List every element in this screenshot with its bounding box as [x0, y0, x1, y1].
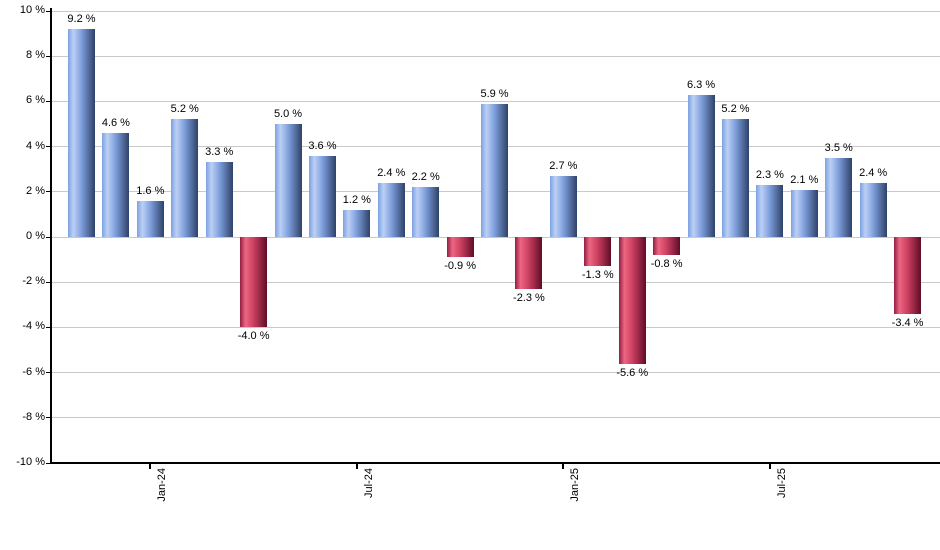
y-axis-tick-mark [46, 236, 51, 238]
x-axis-tick-mark [355, 464, 358, 469]
y-axis-tick-label: -6 % [22, 365, 45, 378]
y-axis-tick-label: 2 % [26, 184, 45, 197]
bar-negative [240, 237, 268, 328]
y-axis-tick-label: 4 % [26, 139, 45, 152]
bar-positive [68, 29, 95, 237]
x-axis-tick-mark [768, 464, 771, 469]
bar-value-label: 2.2 % [411, 171, 440, 184]
gridline [52, 55, 940, 57]
y-axis-tick-mark [46, 326, 51, 328]
y-axis-tick-mark [46, 372, 51, 374]
bar-negative [446, 237, 474, 258]
x-axis-tick-label: Jan-24 [156, 468, 169, 502]
bar-value-label: 6.3 % [686, 78, 716, 91]
gridline [52, 326, 940, 328]
bar-value-label: 1.6 % [136, 184, 165, 197]
bar-negative [515, 237, 543, 289]
gridline [52, 281, 940, 283]
y-axis-tick-label: 0 % [26, 230, 45, 242]
y-axis-tick-label: 10 % [19, 4, 45, 16]
gridline [52, 10, 940, 12]
bar-value-label: -1.3 % [581, 269, 614, 282]
bar-positive [481, 103, 509, 237]
y-axis-tick-mark [46, 281, 51, 283]
gridline [52, 372, 940, 374]
bar-negative [653, 237, 681, 256]
y-axis-tick-label: -4 % [22, 320, 45, 333]
bar-positive [412, 187, 440, 237]
bar-positive [205, 162, 233, 237]
gridline [52, 236, 940, 238]
bar-value-label: 2.4 % [859, 166, 888, 179]
bar-positive [274, 124, 302, 237]
bar-value-label: -2.3 % [513, 291, 545, 304]
bar-negative [894, 237, 922, 314]
bar-positive [859, 182, 887, 237]
bar-value-label: -0.8 % [650, 258, 683, 271]
bar-positive [549, 175, 577, 237]
bar-value-label: 3.3 % [205, 146, 234, 159]
bar-negative [584, 237, 612, 267]
bar-value-label: -0.9 % [444, 260, 476, 273]
bar-value-label: 2.1 % [790, 173, 819, 186]
bar-positive [343, 209, 371, 237]
bar-value-label: 3.6 % [308, 139, 337, 152]
bar-positive [790, 189, 818, 237]
bar-value-label: 2.4 % [377, 166, 406, 179]
bar-positive [721, 119, 749, 237]
bar-value-label: 4.6 % [101, 117, 130, 130]
y-axis-tick-label: -2 % [22, 275, 45, 288]
y-axis-tick-mark [46, 191, 51, 193]
bar-value-label: -5.6 % [616, 366, 649, 379]
bar-value-label: -4.0 % [237, 330, 270, 343]
bar-value-label: 5.2 % [170, 103, 199, 116]
x-axis-tick-label: Jul-24 [362, 468, 375, 498]
gridline [52, 100, 940, 102]
bar-positive [308, 155, 336, 237]
bar-positive [687, 94, 715, 237]
y-axis-tick-label: 8 % [26, 49, 45, 62]
bar-positive [825, 157, 853, 237]
bar-positive [136, 200, 164, 237]
bar-value-label: 2.3 % [755, 169, 784, 182]
gridline [52, 417, 940, 419]
x-axis-tick-label: Jul-25 [775, 468, 788, 498]
bar-value-label: 9.2 % [67, 13, 96, 26]
bar-value-label: 5.2 % [721, 103, 750, 116]
y-axis-tick-label: 6 % [26, 94, 45, 107]
y-axis-tick-label: -10 % [16, 456, 45, 468]
bar-positive [171, 119, 199, 237]
bar-positive [756, 185, 784, 237]
y-axis-tick-mark [46, 10, 51, 12]
y-axis-tick-label: -8 % [22, 410, 45, 423]
bar-value-label: 3.5 % [824, 141, 853, 154]
bar-value-label: 5.9 % [480, 87, 509, 100]
bar-positive [102, 133, 130, 237]
y-axis-line [50, 8, 52, 464]
y-axis-tick-mark [46, 55, 51, 57]
x-axis-line [50, 462, 940, 464]
x-axis-tick-mark [562, 464, 565, 469]
bar-value-label: 2.7 % [549, 159, 578, 172]
y-axis-tick-mark [46, 100, 51, 102]
bar-value-label: 5.0 % [273, 108, 303, 120]
y-axis-tick-mark [46, 462, 51, 464]
bar-value-label: 1.2 % [342, 193, 371, 206]
bar-positive [377, 182, 405, 237]
bar-negative [618, 237, 646, 364]
x-axis-tick-label: Jan-25 [569, 468, 582, 502]
x-axis-tick-mark [149, 464, 152, 469]
y-axis-tick-mark [46, 417, 51, 419]
y-axis-tick-mark [46, 146, 51, 148]
bar-value-label: -3.4 % [891, 316, 924, 329]
